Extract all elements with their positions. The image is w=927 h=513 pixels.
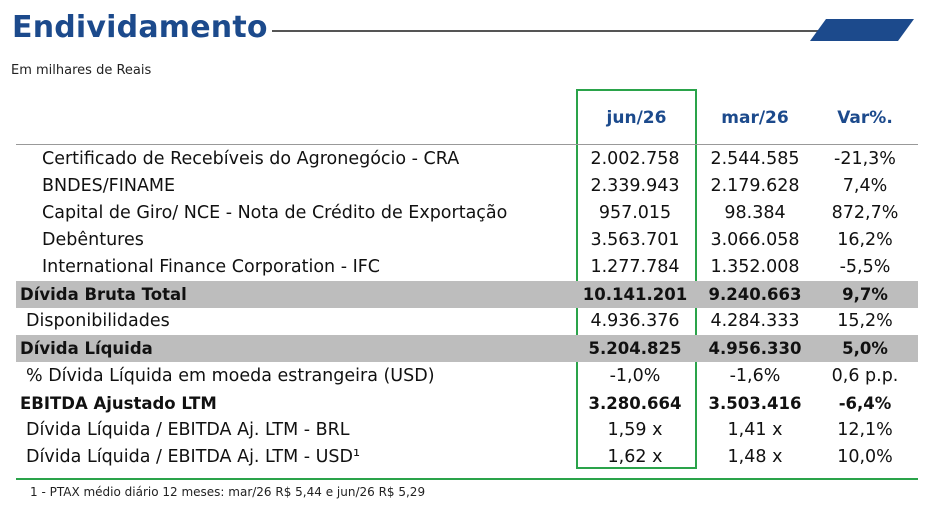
footnote: 1 - PTAX médio diário 12 meses: mar/26 R… <box>30 485 426 499</box>
row-label: % Dívida Líquida em moeda estrangeira (U… <box>26 366 435 386</box>
table-row-total: Dívida Bruta Total 10.141.201 9.240.663 … <box>16 281 918 308</box>
current-period-highlight <box>576 89 697 469</box>
table-bottom-divider <box>16 478 918 480</box>
value-var: 872,7% <box>831 203 899 223</box>
value-var: 16,2% <box>837 230 893 250</box>
value-mar: 9.240.663 <box>708 285 802 304</box>
table-row: Capital de Giro/ NCE - Nota de Crédito d… <box>16 200 918 227</box>
value-var: 5,0% <box>842 339 888 358</box>
column-header-jun: jun/26 <box>606 108 667 128</box>
row-label: EBITDA Ajustado LTM <box>20 394 217 413</box>
value-jun: -1,0% <box>609 366 661 386</box>
value-jun: 3.563.701 <box>590 230 680 250</box>
table-row: Certificado de Recebíveis do Agronegócio… <box>16 146 918 173</box>
value-mar: 1,41 x <box>727 420 783 440</box>
value-jun: 1.277.784 <box>590 257 680 277</box>
value-var: 0,6 p.p. <box>831 366 899 386</box>
value-var: -6,4% <box>838 394 892 413</box>
value-jun: 2.339.943 <box>590 176 680 196</box>
value-mar: 1,48 x <box>727 447 783 467</box>
value-jun: 957.015 <box>598 203 672 223</box>
table-row: Dívida Líquida / EBITDA Aj. LTM - USD¹ 1… <box>16 444 918 471</box>
value-var: 15,2% <box>837 311 893 331</box>
header-divider <box>16 144 918 145</box>
column-header-mar: mar/26 <box>721 108 789 128</box>
value-var: -5,5% <box>839 257 891 277</box>
table-row: International Finance Corporation - IFC … <box>16 254 918 281</box>
table-row: % Dívida Líquida em moeda estrangeira (U… <box>16 363 918 390</box>
table-row: Debêntures 3.563.701 3.066.058 16,2% <box>16 227 918 254</box>
value-jun: 1,62 x <box>607 447 663 467</box>
units-caption: Em milhares de Reais <box>11 63 152 78</box>
value-mar: 98.384 <box>724 203 786 223</box>
row-label: Dívida Bruta Total <box>20 285 187 304</box>
title-accent-shape <box>810 19 826 41</box>
row-label: International Finance Corporation - IFC <box>42 257 381 277</box>
row-label: Dívida Líquida / EBITDA Aj. LTM - BRL <box>26 420 350 440</box>
value-var: 7,4% <box>842 176 888 196</box>
value-jun: 5.204.825 <box>588 339 682 358</box>
page-title: Endividamento <box>12 10 268 45</box>
row-label: Disponibilidades <box>26 311 170 331</box>
value-var: 9,7% <box>842 285 888 304</box>
value-var: 12,1% <box>837 420 893 440</box>
value-jun: 1,59 x <box>607 420 663 440</box>
row-label: Dívida Líquida <box>20 339 153 358</box>
row-label: Capital de Giro/ NCE - Nota de Crédito d… <box>42 203 508 223</box>
value-mar: 2.544.585 <box>710 149 800 169</box>
row-label: Certificado de Recebíveis do Agronegócio… <box>42 149 460 169</box>
value-mar: 3.066.058 <box>710 230 800 250</box>
column-header-var: Var%. <box>837 108 893 128</box>
row-label: BNDES/FINAME <box>42 176 176 196</box>
table-row: Dívida Líquida / EBITDA Aj. LTM - BRL 1,… <box>16 417 918 444</box>
table-row-total: Dívida Líquida 5.204.825 4.956.330 5,0% <box>16 335 918 362</box>
row-label: Dívida Líquida / EBITDA Aj. LTM - USD¹ <box>26 447 361 467</box>
value-mar: 4.284.333 <box>710 311 800 331</box>
value-var: 10,0% <box>837 447 893 467</box>
title-accent-shape <box>826 19 898 41</box>
value-var: -21,3% <box>834 149 896 169</box>
value-jun: 4.936.376 <box>590 311 680 331</box>
title-accent-shape <box>898 19 914 41</box>
value-mar: 2.179.628 <box>710 176 800 196</box>
title-divider <box>272 30 832 32</box>
table-row: Disponibilidades 4.936.376 4.284.333 15,… <box>16 308 918 335</box>
value-jun: 3.280.664 <box>588 394 682 413</box>
value-mar: -1,6% <box>729 366 781 386</box>
row-label: Debêntures <box>42 230 144 250</box>
value-mar: 3.503.416 <box>708 394 802 413</box>
table-row: BNDES/FINAME 2.339.943 2.179.628 7,4% <box>16 173 918 200</box>
value-jun: 2.002.758 <box>590 149 680 169</box>
value-mar: 1.352.008 <box>710 257 800 277</box>
table-row: EBITDA Ajustado LTM 3.280.664 3.503.416 … <box>16 390 918 417</box>
value-jun: 10.141.201 <box>582 285 688 304</box>
value-mar: 4.956.330 <box>708 339 802 358</box>
